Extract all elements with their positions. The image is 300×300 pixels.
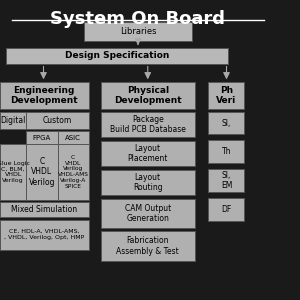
FancyBboxPatch shape	[100, 170, 195, 195]
FancyBboxPatch shape	[100, 112, 195, 136]
FancyBboxPatch shape	[0, 144, 26, 200]
FancyBboxPatch shape	[26, 144, 58, 200]
Text: SI,
EM: SI, EM	[221, 171, 232, 190]
Text: Libraries: Libraries	[120, 27, 156, 36]
Text: FPGA: FPGA	[33, 135, 51, 141]
Text: SI,: SI,	[222, 118, 231, 128]
FancyBboxPatch shape	[84, 22, 192, 40]
FancyBboxPatch shape	[0, 82, 88, 109]
Text: Glue Logic
C, BLM,
VHDL
Verilog: Glue Logic C, BLM, VHDL Verilog	[0, 160, 30, 183]
Text: C
VHDL
Verilog
VHDL-AMS
Verilog-A
SPICE: C VHDL Verilog VHDL-AMS Verilog-A SPICE	[58, 155, 88, 189]
Text: Digital: Digital	[1, 116, 26, 125]
Text: Layout
Placement: Layout Placement	[128, 144, 168, 163]
FancyBboxPatch shape	[26, 131, 58, 144]
FancyBboxPatch shape	[208, 112, 244, 134]
Text: CE, HDL-A, VHDL-AMS,
, VHDL, Verilog, Opt, HMP: CE, HDL-A, VHDL-AMS, , VHDL, Verilog, Op…	[4, 229, 84, 240]
FancyBboxPatch shape	[58, 131, 88, 144]
Text: CAM Output
Generation: CAM Output Generation	[124, 204, 171, 223]
Text: Layout
Routing: Layout Routing	[133, 173, 163, 192]
FancyBboxPatch shape	[208, 169, 244, 192]
Text: DF: DF	[221, 205, 232, 214]
Text: System On Board: System On Board	[50, 10, 226, 28]
FancyBboxPatch shape	[0, 220, 88, 250]
FancyBboxPatch shape	[100, 231, 195, 261]
FancyBboxPatch shape	[0, 112, 26, 129]
Text: C
VHDL
Verilog: C VHDL Verilog	[29, 157, 55, 187]
FancyBboxPatch shape	[0, 202, 88, 217]
FancyBboxPatch shape	[208, 140, 244, 163]
FancyBboxPatch shape	[6, 48, 228, 64]
Text: Design Specification: Design Specification	[65, 51, 169, 60]
Text: Fabrication
Assembly & Test: Fabrication Assembly & Test	[116, 236, 179, 256]
FancyBboxPatch shape	[208, 82, 244, 109]
FancyBboxPatch shape	[100, 199, 195, 228]
Text: Mixed Simulation: Mixed Simulation	[11, 205, 77, 214]
FancyBboxPatch shape	[26, 112, 88, 129]
Text: ASIC: ASIC	[65, 135, 81, 141]
Text: Physical
Development: Physical Development	[114, 86, 182, 105]
Text: Package
Build PCB Database: Package Build PCB Database	[110, 115, 186, 134]
Text: Ph
Veri: Ph Veri	[216, 86, 237, 105]
Text: Engineering
Development: Engineering Development	[11, 86, 78, 105]
FancyBboxPatch shape	[100, 141, 195, 166]
Text: Th: Th	[222, 147, 231, 156]
FancyBboxPatch shape	[208, 198, 244, 221]
FancyBboxPatch shape	[58, 144, 88, 200]
FancyBboxPatch shape	[100, 82, 195, 109]
Text: Custom: Custom	[43, 116, 72, 125]
